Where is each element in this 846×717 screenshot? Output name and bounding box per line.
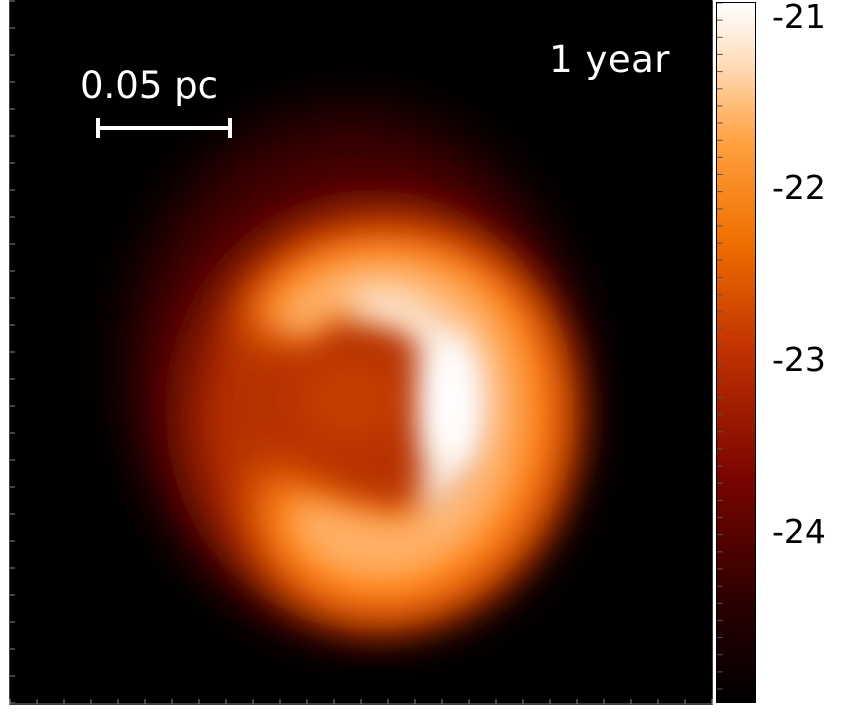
- colorbar-tick-label: -24: [772, 512, 826, 551]
- colorbar-gradient: [717, 3, 755, 702]
- colorbar: [716, 2, 756, 703]
- colorbar-tick-label: -21: [772, 0, 826, 36]
- colorbar-tick-label: -22: [772, 168, 826, 207]
- scale-bar-label: 0.05 pc: [80, 64, 218, 107]
- time-label: 1 year: [549, 38, 670, 81]
- colorbar-tick-label: -23: [772, 340, 826, 379]
